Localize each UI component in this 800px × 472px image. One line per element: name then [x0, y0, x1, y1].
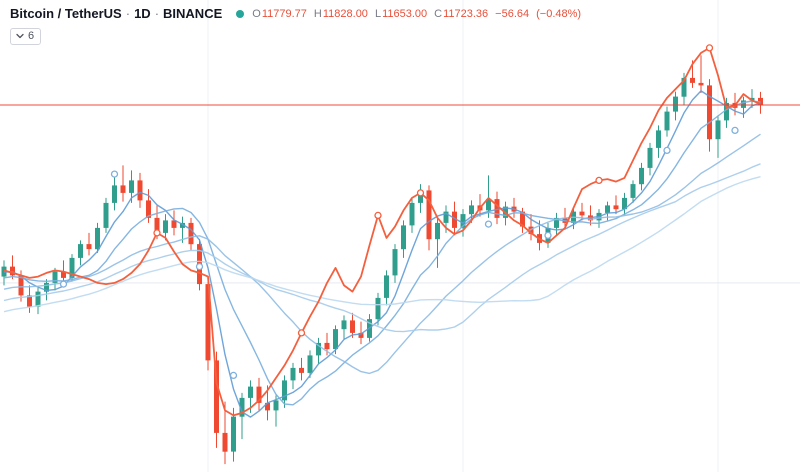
interval-label[interactable]: 1D	[134, 6, 151, 21]
high-label: H	[313, 7, 322, 20]
low-readout: L11653.00	[375, 8, 427, 20]
separator-dot: ·	[125, 6, 131, 21]
low-label: L	[374, 7, 382, 20]
symbol-title[interactable]: Bitcoin / TetherUS	[10, 6, 122, 21]
close-value: 11723.36	[443, 7, 489, 20]
low-value: 11653.00	[382, 7, 428, 20]
indicators-count: 6	[28, 30, 35, 42]
market-status-icon	[236, 9, 245, 18]
chevron-down-icon	[16, 33, 24, 39]
close-readout: C11723.36	[434, 8, 488, 20]
separator-dot: ·	[154, 6, 160, 21]
chart-header: Bitcoin / TetherUS · 1D · BINANCE O11779…	[10, 6, 581, 45]
change-value: −56.64	[495, 7, 530, 20]
open-readout: O11779.77	[252, 8, 307, 20]
open-label: O	[252, 7, 261, 20]
ohlc-readout: O11779.77 H11828.00 L11653.00 C11723.36 …	[252, 8, 581, 20]
open-value: 11779.77	[261, 7, 307, 20]
high-value: 11828.00	[322, 7, 368, 20]
indicators-collapse-button[interactable]: 6	[10, 28, 42, 45]
exchange-label[interactable]: BINANCE	[163, 6, 223, 21]
change-percent: (−0.48%)	[536, 7, 582, 20]
symbol-title-row: Bitcoin / TetherUS · 1D · BINANCE O11779…	[10, 6, 581, 21]
close-label: C	[434, 7, 443, 20]
high-readout: H11828.00	[314, 8, 368, 20]
